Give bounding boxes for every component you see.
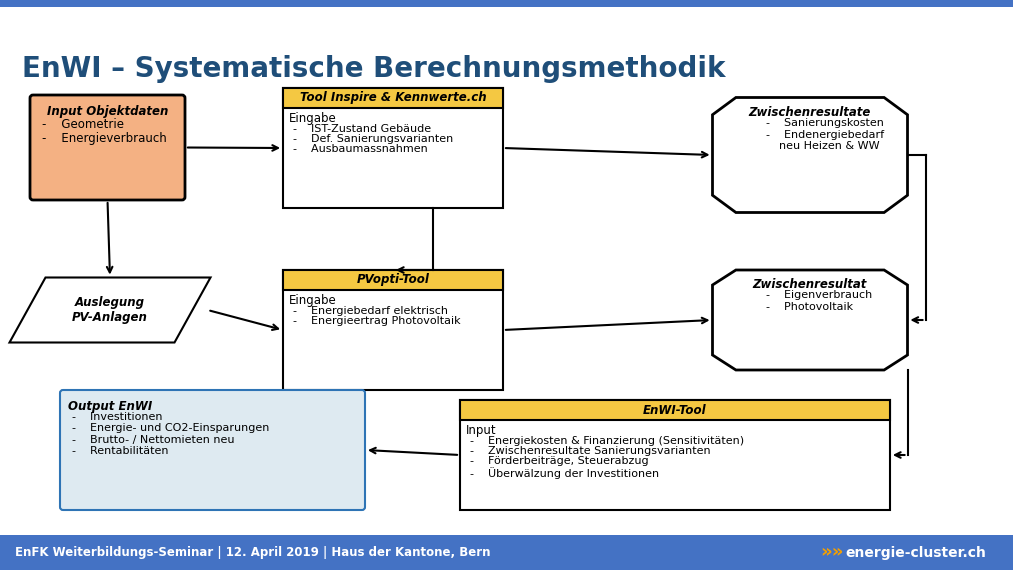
Text: neu Heizen & WW: neu Heizen & WW — [779, 141, 880, 151]
Text: Output EnWI: Output EnWI — [68, 400, 152, 413]
Text: -    Endenergiebedarf: - Endenergiebedarf — [766, 129, 884, 140]
Text: EnFK Weiterbildungs-Seminar | 12. April 2019 | Haus der Kantone, Bern: EnFK Weiterbildungs-Seminar | 12. April … — [15, 546, 490, 559]
Bar — [460, 400, 890, 510]
Text: -    Brutto- / Nettomieten neu: - Brutto- / Nettomieten neu — [72, 434, 234, 445]
Text: -    Förderbeiträge, Steuerabzug: - Förderbeiträge, Steuerabzug — [470, 457, 648, 466]
Text: energie-cluster.ch: energie-cluster.ch — [845, 545, 986, 560]
FancyBboxPatch shape — [60, 390, 365, 510]
Bar — [460, 400, 890, 420]
Bar — [283, 270, 503, 390]
Text: -    Def. Sanierungsvarianten: - Def. Sanierungsvarianten — [293, 134, 453, 144]
Text: -    Geometrie: - Geometrie — [42, 119, 124, 132]
Text: -    Energieertrag Photovoltaik: - Energieertrag Photovoltaik — [293, 316, 461, 326]
Text: PVopti-Tool: PVopti-Tool — [357, 274, 430, 287]
Text: Eingabe: Eingabe — [289, 294, 336, 307]
Bar — [0, 0, 1013, 7]
Text: -    Energie- und CO2-Einsparungen: - Energie- und CO2-Einsparungen — [72, 423, 269, 433]
Text: Zwischenresultat: Zwischenresultat — [753, 278, 867, 291]
Polygon shape — [9, 278, 211, 343]
Text: -    Energiekosten & Finanzierung (Sensitivitäten): - Energiekosten & Finanzierung (Sensitiv… — [470, 435, 745, 446]
Text: -    Sanierungskosten: - Sanierungskosten — [766, 118, 884, 128]
Text: Auslegung
PV-Anlagen: Auslegung PV-Anlagen — [72, 296, 148, 324]
Text: EnWI – Systematische Berechnungsmethodik: EnWI – Systematische Berechnungsmethodik — [22, 55, 725, 83]
Text: -    Ausbaumassnahmen: - Ausbaumassnahmen — [293, 145, 427, 154]
FancyBboxPatch shape — [30, 95, 185, 200]
Bar — [283, 88, 503, 208]
Bar — [0, 535, 1013, 570]
Text: Eingabe: Eingabe — [289, 112, 336, 125]
Text: -    IST-Zustand Gebäude: - IST-Zustand Gebäude — [293, 124, 432, 133]
Text: -    Energieverbrauch: - Energieverbrauch — [42, 132, 167, 145]
Text: Zwischenresultate: Zwischenresultate — [749, 105, 871, 119]
Bar — [283, 88, 503, 108]
Text: »»: »» — [820, 544, 844, 561]
Text: -    Eigenverbrauch: - Eigenverbrauch — [766, 291, 872, 300]
Text: -    Rentabilitäten: - Rentabilitäten — [72, 446, 168, 456]
Text: -    Überwälzung der Investitionen: - Überwälzung der Investitionen — [470, 467, 659, 479]
Polygon shape — [712, 270, 908, 370]
Text: Input Objektdaten: Input Objektdaten — [47, 105, 168, 118]
Polygon shape — [712, 97, 908, 213]
Text: Tool Inspire & Kennwerte.ch: Tool Inspire & Kennwerte.ch — [300, 92, 486, 104]
Text: -    Photovoltaik: - Photovoltaik — [766, 302, 853, 312]
Text: -    Investitionen: - Investitionen — [72, 412, 162, 421]
Text: -    Zwischenresultate Sanierungsvarianten: - Zwischenresultate Sanierungsvarianten — [470, 446, 711, 456]
Text: Input: Input — [466, 424, 496, 437]
Bar — [283, 270, 503, 290]
Text: EnWI-Tool: EnWI-Tool — [643, 404, 707, 417]
Text: -    Energiebedarf elektrisch: - Energiebedarf elektrisch — [293, 306, 448, 316]
